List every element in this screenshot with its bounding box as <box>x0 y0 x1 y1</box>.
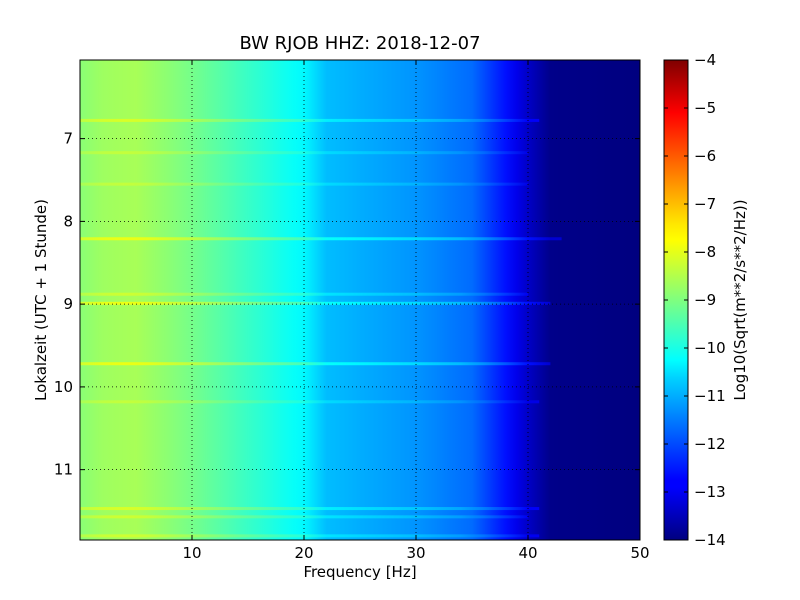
x-axis-label: Frequency [Hz] <box>303 563 416 581</box>
x-tick-label: 20 <box>294 544 313 562</box>
colorbar-tick-label: −4 <box>694 51 716 69</box>
colorbar-tick-label: −5 <box>694 99 716 117</box>
colorbar-tick-label: −10 <box>694 339 726 357</box>
spectrogram-band <box>80 534 540 538</box>
spectrogram-band <box>80 507 540 511</box>
x-tick-label: 40 <box>518 544 537 562</box>
colorbar-label: Log10(Sqrt(m**2/s**2/Hz)) <box>731 199 749 400</box>
y-tick-label: 7 <box>63 130 73 148</box>
spectrogram-band <box>80 301 551 305</box>
x-axis: 10 20 30 40 50 <box>182 60 650 562</box>
colorbar-tick-label: −14 <box>694 531 726 549</box>
spectrogram-band <box>80 362 551 366</box>
spectrogram-band <box>80 118 540 122</box>
colorbar-tick-label: −11 <box>694 387 726 405</box>
y-tick-label: 8 <box>63 212 73 230</box>
colorbar-tick-label: −9 <box>694 291 716 309</box>
plot-frame <box>79 59 641 541</box>
x-tick-label: 10 <box>182 544 201 562</box>
x-tick-label: 30 <box>406 544 425 562</box>
y-tick-label: 11 <box>54 461 73 479</box>
colorbar-tick-label: −12 <box>694 435 726 453</box>
y-tick-label: 10 <box>54 378 73 396</box>
colorbar-tick-label: −7 <box>694 195 716 213</box>
y-tick-label: 9 <box>63 295 73 313</box>
colorbar: −4 −5 −6 −7 −8 −9 −10 −11 −12 −13 −14 Log10(Sqrt(m… <box>663 51 749 549</box>
spectrogram-band <box>80 237 562 241</box>
chart-title: BW RJOB HHZ: 2018-12-07 <box>239 33 480 54</box>
colorbar-tick-label: −6 <box>694 147 716 165</box>
x-tick-label: 50 <box>630 544 649 562</box>
spectrogram-background <box>80 60 640 540</box>
colorbar-ticks: −4 −5 −6 −7 −8 −9 −10 −11 −12 −13 −14 <box>664 51 726 549</box>
spectrogram-band <box>80 292 528 296</box>
y-axis: 7 8 9 10 11 <box>54 130 640 479</box>
y-axis-label: Lokalzeit (UTC + 1 Stunde) <box>32 199 50 401</box>
spectrogram-band <box>80 400 540 404</box>
plot-area: 10 20 30 40 50 7 8 9 10 11 <box>54 59 650 562</box>
colorbar-tick-label: −8 <box>694 243 716 261</box>
grid <box>80 60 640 540</box>
colorbar-tick-label: −13 <box>694 483 726 501</box>
